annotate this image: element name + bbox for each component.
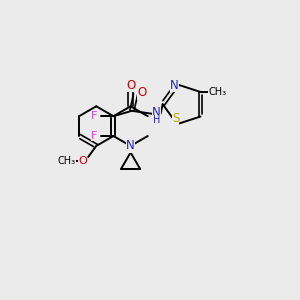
Text: F: F (91, 111, 98, 121)
Text: O: O (78, 156, 87, 166)
Text: H: H (153, 116, 160, 125)
Text: N: N (170, 80, 178, 92)
Text: O: O (126, 79, 135, 92)
Text: F: F (91, 131, 98, 141)
Text: N: N (126, 140, 135, 152)
Text: CH₃: CH₃ (208, 87, 226, 97)
Text: CH₃: CH₃ (57, 156, 76, 166)
Text: O: O (137, 86, 147, 99)
Text: S: S (172, 112, 179, 125)
Text: N: N (152, 106, 161, 119)
